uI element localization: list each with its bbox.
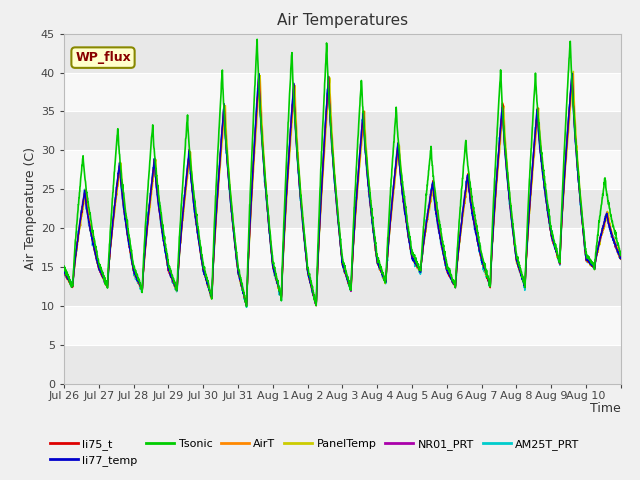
NR01_PRT [236,276,244,282]
li77_temp [617,256,625,262]
PanelTemp [376,266,384,272]
Bar [64,72,621,111]
Tsonic [542,187,550,192]
Tsonic [236,272,244,277]
AM25T_PRT [116,160,124,166]
Tsonic [617,249,625,255]
Tsonic [376,262,384,268]
NR01_PRT [542,195,550,201]
li77_temp [542,194,550,200]
AM25T_PRT [511,240,518,246]
Title: Air Temperatures: Air Temperatures [277,13,408,28]
AM25T_PRT [60,266,68,272]
NR01_PRT [376,267,384,273]
Line: NR01_PRT: NR01_PRT [64,74,621,306]
AM25T_PRT [609,237,617,242]
li75_t [116,163,124,169]
Line: li75_t: li75_t [64,73,621,306]
Tsonic [609,223,617,228]
li75_t [236,275,244,281]
AM25T_PRT [542,198,550,204]
NR01_PRT [60,268,68,274]
li77_temp [609,238,617,243]
li77_temp [60,268,68,274]
PanelTemp [542,188,550,194]
AirT [236,277,244,283]
li77_temp [243,303,250,309]
AirT [243,303,250,309]
Bar [64,0,621,34]
li77_temp [116,160,124,166]
AirT [609,236,617,242]
Line: AM25T_PRT: AM25T_PRT [64,74,621,307]
NR01_PRT [609,236,617,242]
Bar [64,150,621,189]
Tsonic [60,263,68,269]
AM25T_PRT [243,304,250,310]
li75_t [60,269,68,275]
Tsonic [116,151,124,157]
PanelTemp [510,239,518,244]
Bar [64,228,621,267]
AirT [568,72,576,78]
Y-axis label: Air Temperature (C): Air Temperature (C) [24,147,36,270]
li75_t [617,256,625,262]
li75_t [376,265,384,271]
NR01_PRT [116,159,124,165]
AirT [542,193,550,199]
Bar [64,345,621,384]
Tsonic [253,36,261,42]
AirT [617,255,625,261]
PanelTemp [609,235,617,241]
li75_t [609,237,617,242]
NR01_PRT [510,239,518,244]
PanelTemp [312,303,320,309]
X-axis label: Time: Time [590,402,621,415]
PanelTemp [236,273,244,279]
Bar [64,306,621,345]
Line: PanelTemp: PanelTemp [64,72,621,306]
Line: Tsonic: Tsonic [64,39,621,306]
Line: AirT: AirT [64,75,621,306]
Tsonic [511,235,518,241]
AirT [376,267,384,273]
Bar [64,267,621,306]
AirT [116,163,124,168]
li75_t [542,192,550,197]
NR01_PRT [312,303,320,309]
Text: WP_flux: WP_flux [75,51,131,64]
AM25T_PRT [376,267,384,273]
PanelTemp [60,268,68,274]
NR01_PRT [617,255,625,261]
PanelTemp [570,69,577,74]
AirT [60,270,68,276]
Line: li77_temp: li77_temp [64,73,621,306]
li75_t [312,303,320,309]
NR01_PRT [568,71,576,77]
li77_temp [376,265,384,271]
li77_temp [236,276,244,282]
li77_temp [568,71,576,76]
AM25T_PRT [617,254,625,260]
li77_temp [510,239,518,245]
li75_t [568,71,576,76]
Bar [64,34,621,72]
PanelTemp [116,171,124,177]
PanelTemp [617,256,625,262]
Tsonic [243,303,250,309]
AM25T_PRT [255,71,262,77]
AirT [510,237,518,243]
li75_t [510,238,518,244]
Legend: li75_t, li77_temp, Tsonic, AirT, PanelTemp, NR01_PRT, AM25T_PRT: li75_t, li77_temp, Tsonic, AirT, PanelTe… [50,439,579,466]
Bar [64,111,621,150]
AM25T_PRT [236,275,244,281]
Bar [64,189,621,228]
